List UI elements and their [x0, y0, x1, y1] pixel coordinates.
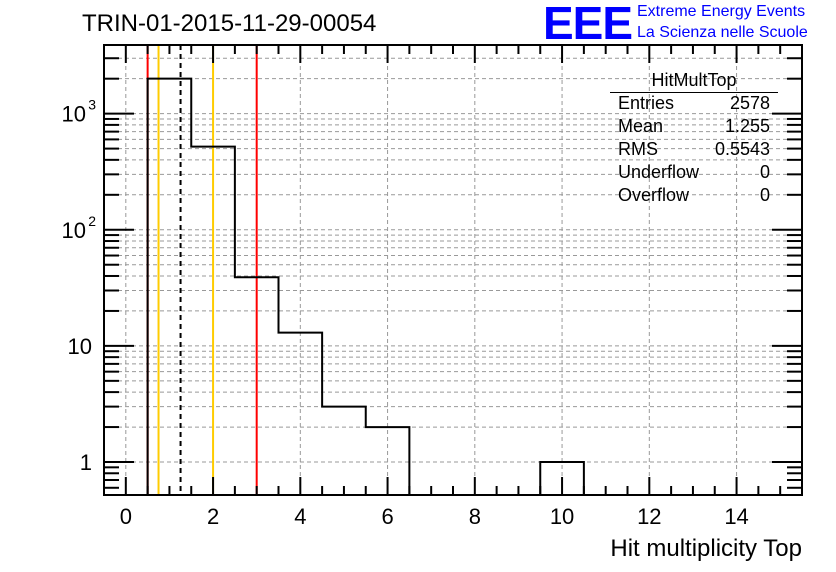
x-tick-label: 14	[724, 504, 748, 529]
stats-label: Overflow	[618, 185, 690, 205]
logo-line1: Extreme Energy Events	[637, 3, 806, 20]
stats-label: RMS	[618, 139, 658, 159]
histogram-bins	[146, 77, 585, 495]
stats-box: HitMultTop Entries 2578 Mean 1.255 RMS 0.5543…	[610, 70, 778, 208]
histogram-bar	[235, 277, 279, 495]
stats-value: 0.5543	[714, 139, 770, 159]
histogram-bar	[148, 79, 192, 495]
stats-label: Mean	[618, 116, 664, 136]
x-tick-label: 0	[120, 504, 132, 529]
y-tick-exponent: 2	[88, 213, 96, 229]
x-tick-label: 8	[469, 504, 481, 529]
stats-value: 0	[759, 185, 770, 205]
y-tick-exponent: 3	[88, 97, 96, 113]
y-tick-label: 10	[62, 102, 86, 127]
x-tick-label: 12	[637, 504, 661, 529]
stats-row: Mean 1.255	[610, 116, 778, 139]
x-tick-label: 6	[381, 504, 393, 529]
stats-row: Underflow 0	[610, 162, 778, 185]
histogram-bar	[322, 407, 366, 495]
histogram-bar	[191, 147, 235, 495]
histogram-bar	[279, 333, 323, 495]
x-tick-label: 10	[550, 504, 574, 529]
y-tick-label: 1	[80, 450, 92, 475]
stats-label: Underflow	[618, 162, 700, 182]
stats-label: Entries	[618, 93, 675, 113]
chart-title: TRIN-01-2015-11-29-00054	[82, 10, 377, 37]
y-tick-label: 10	[68, 334, 92, 359]
x-tick-label: 4	[294, 504, 306, 529]
stats-title: HitMultTop	[610, 70, 778, 93]
stats-row: RMS 0.5543	[610, 139, 778, 162]
stats-value: 2578	[729, 93, 770, 113]
eee-logo: EEE	[543, 0, 633, 49]
stats-row: Overflow 0	[610, 185, 778, 208]
stats-value: 0	[759, 162, 770, 182]
stats-value: 1.255	[724, 116, 770, 136]
stats-row: Entries 2578	[610, 93, 778, 116]
logo-line2: La Scienza nelle Scuole	[637, 24, 808, 41]
y-tick-label: 10	[62, 218, 86, 243]
x-axis-label: Hit multiplicity Top	[610, 535, 802, 562]
x-tick-label: 2	[207, 504, 219, 529]
